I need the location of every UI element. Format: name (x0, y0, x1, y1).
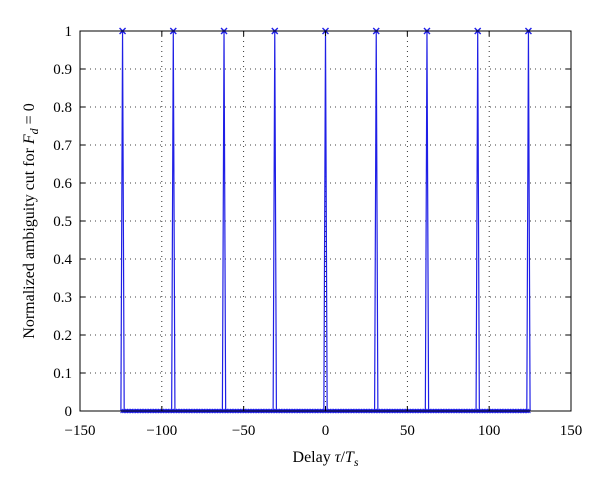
y-axis-label-sub: d (27, 127, 41, 134)
y-tick-label: 0.5 (53, 214, 72, 230)
y-axis-label-F: F (21, 134, 38, 145)
x-tick-label: 100 (478, 423, 501, 439)
y-tick-label: 0.6 (53, 176, 72, 192)
y-tick-label: 0.4 (53, 252, 72, 268)
y-axis-label-suffix: = 0 (21, 103, 38, 128)
x-tick-label: 50 (400, 423, 415, 439)
y-axis-label: Normalized ambiguity cut for Fd = 0 (21, 103, 41, 338)
x-axis-label-prefix: Delay (293, 449, 335, 466)
y-tick-label: 0.3 (53, 290, 72, 306)
y-tick-label: 1 (65, 24, 73, 40)
y-tick-label: 0 (65, 404, 73, 420)
y-tick-label: 0.8 (53, 100, 72, 116)
x-tick-label: 150 (560, 423, 583, 439)
x-axis-label-tau: τ (335, 449, 342, 466)
y-tick-label: 0.1 (53, 366, 72, 382)
tick-label-layer: −150 −100 −50 0 50 100 150 0 0.1 0.2 0.3 0.4 0.5 0.6 0… (53, 24, 582, 439)
y-tick-label: 0.9 (53, 62, 72, 78)
y-axis-label-prefix: Normalized ambiguity cut for (21, 144, 38, 339)
x-axis-label-sub: s (354, 455, 359, 469)
x-tick-label: −150 (65, 423, 96, 439)
x-axis-label-T: T (345, 449, 355, 466)
y-tick-label: 0.2 (53, 328, 72, 344)
x-axis-label: Delay τ/Ts (293, 449, 359, 469)
x-tick-label: 0 (322, 423, 330, 439)
x-axis-label-slash: / (340, 449, 345, 466)
x-tick-label: −50 (232, 423, 255, 439)
y-tick-label: 0.7 (53, 138, 72, 154)
tick-layer (79, 30, 572, 412)
x-tick-label: −100 (146, 423, 177, 439)
